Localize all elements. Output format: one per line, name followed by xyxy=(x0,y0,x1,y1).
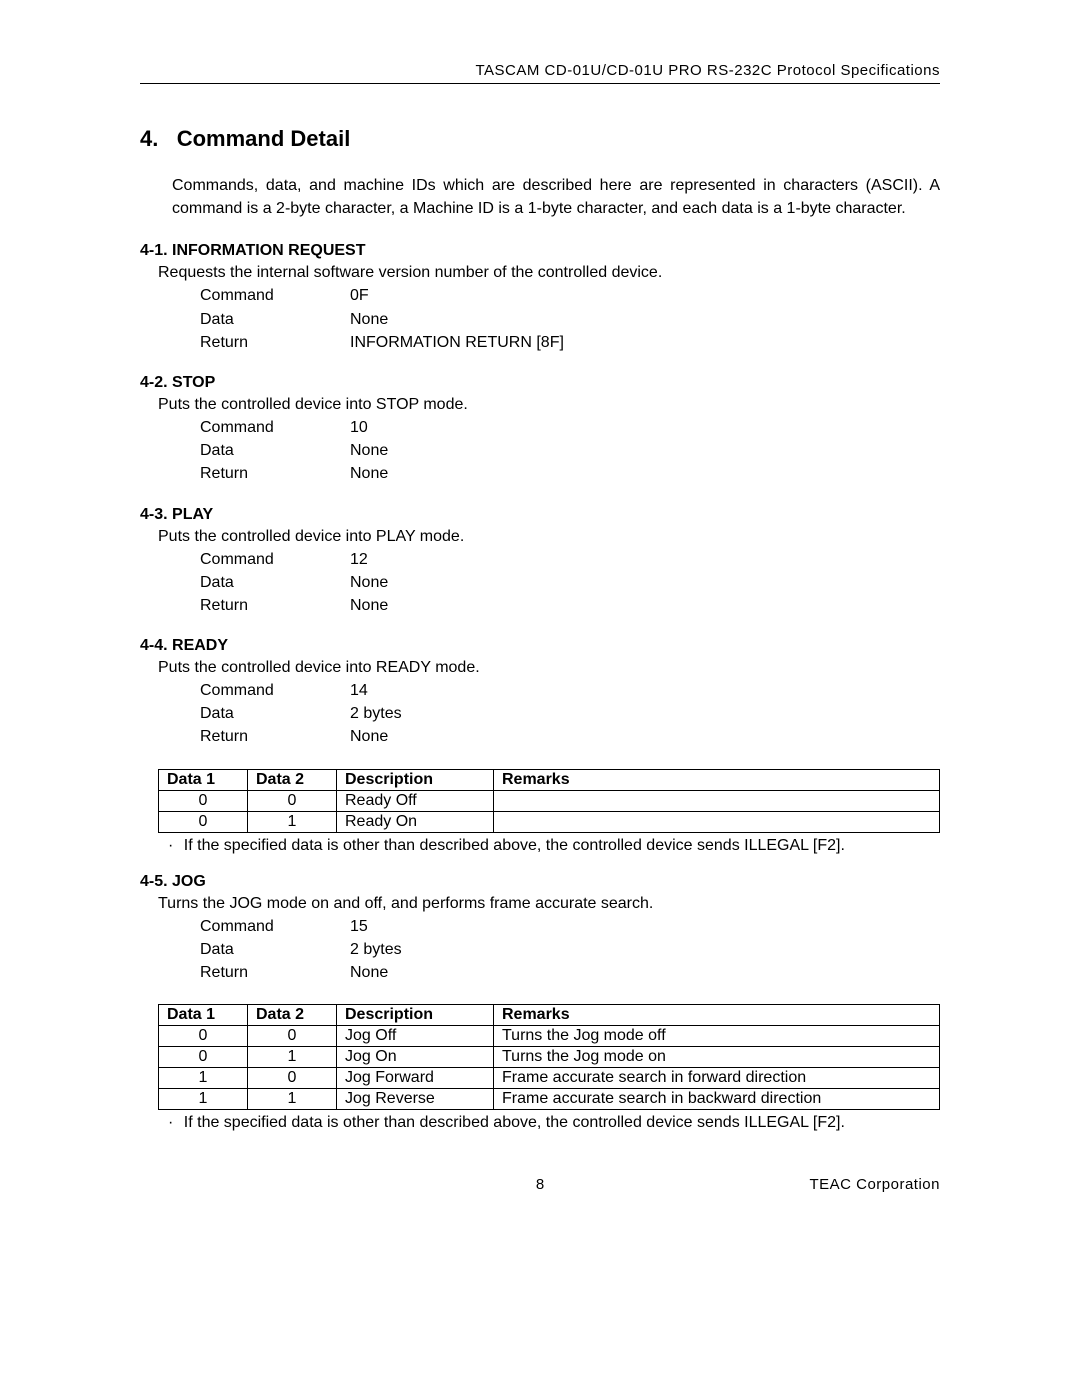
td-rem: Frame accurate search in backward direct… xyxy=(494,1089,940,1110)
td-d2: 1 xyxy=(248,811,337,832)
kv-key: Data xyxy=(200,308,350,331)
td-d2: 0 xyxy=(248,1068,337,1089)
td-d2: 0 xyxy=(248,790,337,811)
jog-data-table: Data 1 Data 2 Description Remarks 0 0 Jo… xyxy=(158,1004,940,1110)
kv-val: 15 xyxy=(350,915,368,938)
td-desc: Jog Off xyxy=(337,1026,494,1047)
ready-data-table: Data 1 Data 2 Description Remarks 0 0 Re… xyxy=(158,769,940,833)
kv-key: Command xyxy=(200,548,350,571)
td-desc: Jog Forward xyxy=(337,1068,494,1089)
kv-val: None xyxy=(350,571,388,594)
kv-val: None xyxy=(350,462,388,485)
cmd-ready: 4-4. READY Puts the controlled device in… xyxy=(140,637,940,749)
ready-note: · If the specified data is other than de… xyxy=(168,837,940,855)
td-d2: 1 xyxy=(248,1047,337,1068)
th-data1: Data 1 xyxy=(159,769,248,790)
table-row: 0 0 Jog Off Turns the Jog mode off xyxy=(159,1026,940,1047)
kv-val: None xyxy=(350,961,388,984)
cmd-desc: Requests the internal software version n… xyxy=(158,264,940,282)
table-row: 0 1 Ready On xyxy=(159,811,940,832)
td-desc: Jog On xyxy=(337,1047,494,1068)
cmd-jog: 4-5. JOG Turns the JOG mode on and off, … xyxy=(140,873,940,985)
jog-note: · If the specified data is other than de… xyxy=(168,1114,940,1132)
kv-key: Command xyxy=(200,679,350,702)
cmd-play: 4-3. PLAY Puts the controlled device int… xyxy=(140,506,940,618)
cmd-heading: 4-2. STOP xyxy=(140,374,940,392)
table-row: 1 1 Jog Reverse Frame accurate search in… xyxy=(159,1089,940,1110)
kv-key: Command xyxy=(200,915,350,938)
cmd-desc: Puts the controlled device into PLAY mod… xyxy=(158,528,940,546)
cmd-desc: Puts the controlled device into STOP mod… xyxy=(158,396,940,414)
td-rem: Turns the Jog mode on xyxy=(494,1047,940,1068)
td-d1: 0 xyxy=(159,1026,248,1047)
cmd-heading: 4-3. PLAY xyxy=(140,506,940,524)
table-header-row: Data 1 Data 2 Description Remarks xyxy=(159,769,940,790)
td-rem xyxy=(494,790,940,811)
kv-val: INFORMATION RETURN [8F] xyxy=(350,331,564,354)
kv-val: 14 xyxy=(350,679,368,702)
cmd-heading: 4-5. JOG xyxy=(140,873,940,891)
th-remarks: Remarks xyxy=(494,769,940,790)
cmd-desc: Puts the controlled device into READY mo… xyxy=(158,659,940,677)
kv-val: 2 bytes xyxy=(350,702,402,725)
table-header-row: Data 1 Data 2 Description Remarks xyxy=(159,1005,940,1026)
kv-val: 10 xyxy=(350,416,368,439)
kv-val: None xyxy=(350,725,388,748)
kv-key: Data xyxy=(200,571,350,594)
th-desc: Description xyxy=(337,1005,494,1026)
kv-key: Data xyxy=(200,439,350,462)
kv-val: None xyxy=(350,439,388,462)
table-row: 0 1 Jog On Turns the Jog mode on xyxy=(159,1047,940,1068)
kv-key: Command xyxy=(200,284,350,307)
cmd-desc: Turns the JOG mode on and off, and perfo… xyxy=(158,895,940,913)
th-desc: Description xyxy=(337,769,494,790)
section-name: Command Detail xyxy=(177,126,351,151)
kv-val: None xyxy=(350,594,388,617)
kv-key: Return xyxy=(200,462,350,485)
bullet-icon: · xyxy=(168,837,173,854)
kv-key: Return xyxy=(200,725,350,748)
td-d1: 1 xyxy=(159,1068,248,1089)
running-head: TASCAM CD-01U/CD-01U PRO RS-232C Protoco… xyxy=(140,62,940,84)
td-desc: Jog Reverse xyxy=(337,1089,494,1110)
section-title: 4. Command Detail xyxy=(140,126,940,152)
table-row: 1 0 Jog Forward Frame accurate search in… xyxy=(159,1068,940,1089)
note-text: If the specified data is other than desc… xyxy=(184,837,845,854)
th-data1: Data 1 xyxy=(159,1005,248,1026)
section-intro: Commands, data, and machine IDs which ar… xyxy=(172,174,940,220)
td-d1: 0 xyxy=(159,811,248,832)
kv-key: Data xyxy=(200,938,350,961)
kv-val: 2 bytes xyxy=(350,938,402,961)
kv-val: 0F xyxy=(350,284,369,307)
cmd-stop: 4-2. STOP Puts the controlled device int… xyxy=(140,374,940,486)
kv-val: None xyxy=(350,308,388,331)
td-rem xyxy=(494,811,940,832)
td-desc: Ready Off xyxy=(337,790,494,811)
note-text: If the specified data is other than desc… xyxy=(184,1114,845,1131)
kv-val: 12 xyxy=(350,548,368,571)
td-d2: 1 xyxy=(248,1089,337,1110)
kv-key: Return xyxy=(200,594,350,617)
td-d2: 0 xyxy=(248,1026,337,1047)
table-row: 0 0 Ready Off xyxy=(159,790,940,811)
cmd-heading: 4-4. READY xyxy=(140,637,940,655)
td-d1: 0 xyxy=(159,1047,248,1068)
td-d1: 0 xyxy=(159,790,248,811)
th-data2: Data 2 xyxy=(248,1005,337,1026)
kv-key: Command xyxy=(200,416,350,439)
cmd-heading: 4-1. INFORMATION REQUEST xyxy=(140,242,940,260)
td-rem: Frame accurate search in forward directi… xyxy=(494,1068,940,1089)
td-rem: Turns the Jog mode off xyxy=(494,1026,940,1047)
footer-corp: TEAC Corporation xyxy=(809,1176,940,1193)
section-number: 4. xyxy=(140,126,158,151)
kv-key: Return xyxy=(200,961,350,984)
kv-key: Return xyxy=(200,331,350,354)
th-data2: Data 2 xyxy=(248,769,337,790)
kv-key: Data xyxy=(200,702,350,725)
cmd-info-request: 4-1. INFORMATION REQUEST Requests the in… xyxy=(140,242,940,354)
td-d1: 1 xyxy=(159,1089,248,1110)
th-remarks: Remarks xyxy=(494,1005,940,1026)
bullet-icon: · xyxy=(168,1114,173,1131)
td-desc: Ready On xyxy=(337,811,494,832)
